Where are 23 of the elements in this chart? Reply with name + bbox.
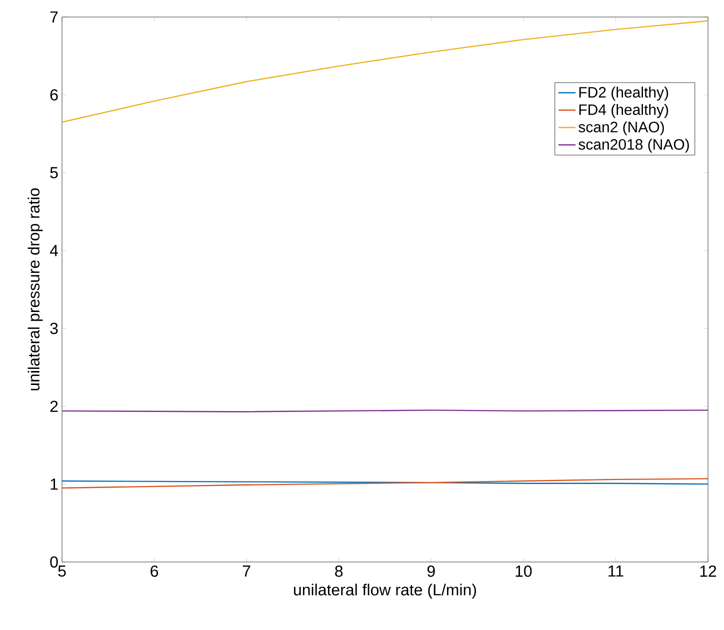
legend-label: FD2 (healthy) [579, 86, 668, 101]
y-tick-label: 6 [50, 89, 58, 101]
y-axis-title: unilateral pressure drop ratio [28, 188, 43, 390]
x-tick-label: 11 [608, 566, 624, 577]
legend-label: FD4 (healthy) [579, 104, 668, 118]
legend-label: scan2 (NAO) [578, 121, 664, 136]
y-tick-label: 5 [50, 167, 58, 178]
x-tick-label: 7 [242, 566, 250, 577]
legend-label: scan2018 (NAO) [578, 138, 689, 153]
x-axis-title: unilateral flow rate (L/min) [294, 584, 476, 599]
x-tick-label: 8 [335, 566, 343, 577]
y-tick-label: 4 [50, 245, 58, 256]
y-tick-label: 2 [50, 400, 58, 412]
x-tick-label: 12 [700, 566, 716, 577]
y-tick-label: 1 [50, 478, 58, 490]
y-tick-label: 3 [50, 322, 58, 334]
y-tick-label: 0 [50, 556, 58, 568]
x-tick-label: 6 [150, 566, 158, 577]
line-series [62, 20, 708, 123]
x-tick-label: 9 [427, 566, 435, 577]
x-tick-label: 10 [516, 566, 532, 577]
y-tick-label: 7 [50, 11, 58, 23]
x-tick-label: 5 [58, 566, 66, 577]
